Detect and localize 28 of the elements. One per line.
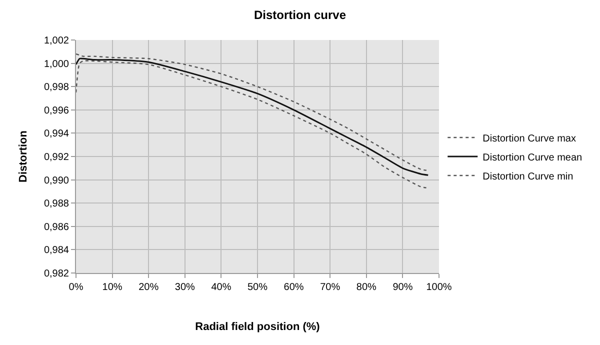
x-axis-title: Radial field position (%) — [195, 321, 320, 334]
x-tick-label: 0% — [68, 282, 84, 293]
y-tick-label: 0,992 — [44, 152, 70, 163]
x-tick-label: 70% — [320, 282, 340, 293]
y-axis-title: Distortion — [18, 130, 30, 182]
y-tick-label: 0,984 — [44, 245, 70, 256]
y-tick-label: 0,988 — [44, 198, 70, 210]
legend-label: Distortion Curve min — [482, 171, 574, 182]
chart-title: Distortion curve — [254, 8, 346, 22]
y-tick-label: 0,998 — [44, 82, 70, 94]
x-tick-label: 10% — [102, 282, 122, 293]
legend-label: Distortion Curve mean — [482, 152, 582, 164]
y-tick-label: 0,996 — [44, 105, 70, 116]
x-tick-label: 100% — [426, 282, 452, 293]
x-tick-label: 50% — [247, 282, 268, 293]
x-tick-label: 80% — [356, 282, 377, 293]
y-tick-label: 1,000 — [44, 58, 70, 70]
y-tick-label: 1,002 — [44, 36, 70, 46]
x-tick-label: 30% — [174, 282, 196, 293]
y-tick-label: 0,990 — [44, 175, 70, 186]
y-tick-label: 0,982 — [44, 268, 70, 280]
x-tick-label: 40% — [211, 282, 232, 293]
x-tick-label: 20% — [138, 282, 159, 293]
y-tick-label: 0,986 — [44, 222, 70, 233]
x-tick-label: 90% — [392, 282, 413, 293]
y-tick-label: 0,994 — [44, 128, 70, 140]
x-tick-label: 60% — [284, 282, 304, 293]
legend-label: Distortion Curve max — [482, 133, 576, 144]
